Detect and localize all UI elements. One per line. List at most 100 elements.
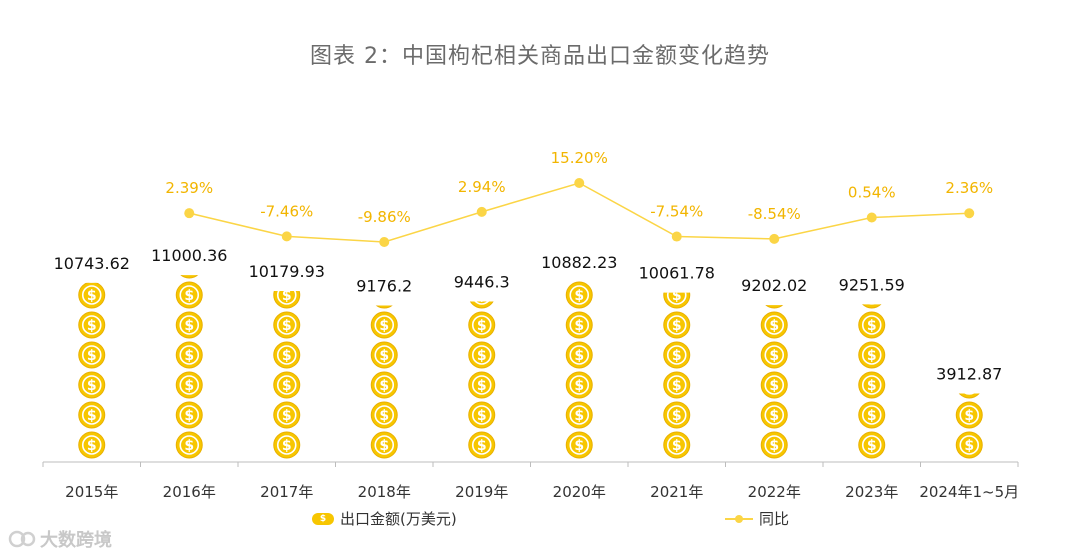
coin-icon: $ <box>312 512 334 525</box>
coin-face <box>765 305 784 309</box>
coin-ring <box>81 315 102 335</box>
yoy-value-label: 2.36% <box>945 179 993 197</box>
coin-ring <box>569 405 590 425</box>
coin-ring <box>666 345 687 365</box>
coin-mark: $ <box>273 290 301 309</box>
coin-symbol: $ <box>379 348 389 364</box>
coin-mark: $ <box>663 431 691 459</box>
bar-value-label: 3912.87 <box>936 364 1002 383</box>
legend-label-yoy: 同比 <box>759 510 790 528</box>
bar-value-label: 10061.78 <box>639 264 715 283</box>
legend-item-export[interactable]: $ 出口金额(万美元) <box>312 508 457 529</box>
coin-ring <box>471 315 492 335</box>
coin-mark: $ <box>663 371 691 399</box>
coin-mark: $ <box>663 341 691 369</box>
coin-mark: $ <box>955 431 983 459</box>
yoy-point <box>281 231 292 242</box>
coin-ring <box>374 375 395 395</box>
coin-ring <box>374 405 395 425</box>
yoy-point <box>964 208 975 219</box>
yoy-point <box>866 212 877 223</box>
coin-symbol: $ <box>769 408 779 424</box>
coin-mark: $ <box>78 341 106 369</box>
coin-symbol: $ <box>379 438 389 454</box>
coin-mark: $ <box>760 431 788 459</box>
bar-value-label: 9251.59 <box>839 275 905 294</box>
coin-ring <box>81 405 102 425</box>
coin-mark: $ <box>273 431 301 459</box>
coin-mark: $ <box>180 275 199 279</box>
coin-ring <box>764 315 785 335</box>
coin-mark: $ <box>663 288 691 309</box>
yoy-point <box>671 231 682 242</box>
line-marker-icon <box>725 513 753 525</box>
coin-ring <box>474 301 490 305</box>
coin-ring <box>764 375 785 395</box>
coin-mark: $ <box>858 431 886 459</box>
coin-mark: $ <box>370 401 398 429</box>
coin-mark: $ <box>663 311 691 339</box>
yoy-value-label: 2.94% <box>458 178 506 196</box>
coin-mark: $ <box>565 371 593 399</box>
coin-mark: $ <box>565 341 593 369</box>
coin-ring <box>471 375 492 395</box>
x-tick-label: 2017年 <box>260 483 313 501</box>
x-tick-label: 2022年 <box>748 483 801 501</box>
x-tick-label: 2021年 <box>650 483 703 501</box>
coin-mark: $ <box>370 311 398 339</box>
chart-title: 图表 2：中国枸杞相关商品出口金额变化趋势 <box>310 44 770 69</box>
coin-symbol: $ <box>87 318 97 334</box>
coin-ring <box>276 405 297 425</box>
coin-mark: $ <box>175 341 203 369</box>
coin-symbol: $ <box>672 318 682 334</box>
coin-mark: $ <box>375 305 393 309</box>
coin-mark: $ <box>78 282 106 309</box>
coin-mark: $ <box>370 341 398 369</box>
coin-symbol: $ <box>379 408 389 424</box>
coin-mark: $ <box>760 311 788 339</box>
coin-symbol: $ <box>574 408 584 424</box>
coin-symbol: $ <box>379 378 389 394</box>
coin-symbol: $ <box>672 288 682 304</box>
coin-symbol: $ <box>184 348 194 364</box>
coin-ring <box>276 315 297 335</box>
coin-face <box>273 290 301 309</box>
coin-ring <box>81 345 102 365</box>
coin-symbol: $ <box>184 288 194 304</box>
coin-mark: $ <box>370 371 398 399</box>
x-tick-label: 2018年 <box>358 483 411 501</box>
coin-symbol: $ <box>184 438 194 454</box>
coin-mark: $ <box>273 371 301 399</box>
coin-symbol: $ <box>867 378 877 394</box>
coin-symbol: $ <box>87 348 97 364</box>
coin-ring <box>471 435 492 455</box>
bar-value-label: 10743.62 <box>54 254 130 273</box>
coin-mark: $ <box>468 311 496 339</box>
coin-symbol: $ <box>282 348 292 364</box>
coin-ring <box>374 435 395 455</box>
coin-symbol: $ <box>769 348 779 364</box>
coin-ring <box>666 315 687 335</box>
yoy-value-label: -7.46% <box>260 202 313 220</box>
coin-mark: $ <box>760 341 788 369</box>
coin-symbol: $ <box>867 318 877 334</box>
coin-mark: $ <box>78 311 106 339</box>
x-tick-label: 2020年 <box>553 483 606 501</box>
coin-mark: $ <box>858 371 886 399</box>
legend-label-export: 出口金额(万美元) <box>340 510 457 528</box>
coin-mark: $ <box>663 401 691 429</box>
coin-symbol: $ <box>574 438 584 454</box>
coin-mark: $ <box>468 431 496 459</box>
coin-ring <box>569 315 590 335</box>
yoy-point <box>379 237 390 247</box>
coin-symbol: $ <box>769 318 779 334</box>
coin-symbol: $ <box>477 438 487 454</box>
coin-face <box>663 292 691 309</box>
coin-ring <box>179 285 200 305</box>
coin-symbol: $ <box>87 408 97 424</box>
coin-ring <box>81 375 102 395</box>
coin-ring <box>81 435 102 455</box>
legend-item-yoy[interactable]: 同比 <box>725 508 789 529</box>
